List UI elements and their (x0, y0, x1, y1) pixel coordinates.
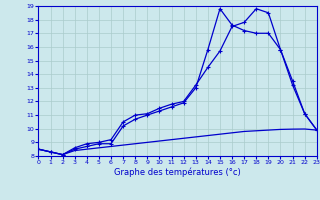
X-axis label: Graphe des températures (°c): Graphe des températures (°c) (114, 168, 241, 177)
